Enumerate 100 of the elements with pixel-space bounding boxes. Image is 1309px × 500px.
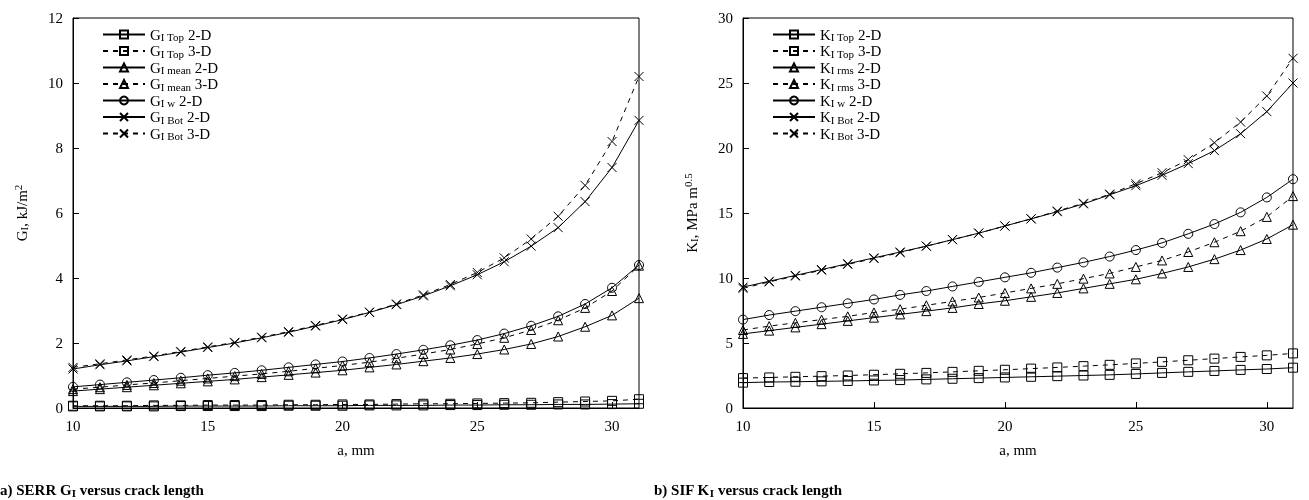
- point: [1235, 245, 1246, 256]
- point: [842, 375, 853, 386]
- point: [764, 310, 775, 321]
- point: [895, 368, 906, 379]
- legend-label: KI Top 2-D: [820, 26, 882, 43]
- point: [1209, 365, 1220, 376]
- x-tick-label: 15: [200, 417, 216, 434]
- legend-label: KI Top 3-D: [820, 43, 882, 60]
- legend-label: KI Bot 2-D: [820, 109, 881, 126]
- point: [790, 376, 801, 387]
- point: [580, 302, 591, 313]
- x-axis-title: a, mm: [337, 441, 376, 458]
- point: [999, 372, 1010, 383]
- point: [973, 292, 984, 303]
- point: [391, 349, 402, 360]
- point: [364, 352, 375, 363]
- point: [895, 289, 906, 300]
- point: [337, 365, 348, 376]
- point: [868, 307, 879, 318]
- point: [1288, 348, 1298, 359]
- point: [1130, 245, 1141, 256]
- point: [947, 366, 958, 377]
- point: [868, 294, 879, 305]
- point: [472, 349, 483, 360]
- point: [580, 299, 591, 309]
- point: [1288, 219, 1298, 230]
- point: [445, 340, 456, 351]
- point: [738, 328, 748, 339]
- point: [1209, 353, 1220, 364]
- point: [1235, 226, 1246, 237]
- point: [1288, 362, 1298, 373]
- point: [1130, 261, 1141, 272]
- point: [1026, 371, 1037, 382]
- point: [1235, 364, 1246, 375]
- point: [816, 314, 827, 325]
- text: b) SIF KI versus crack length: [654, 482, 843, 499]
- point: [764, 321, 775, 332]
- point: [445, 352, 456, 363]
- legend-label: GI Top 3-D: [150, 43, 212, 60]
- point: [607, 286, 618, 296]
- point: [1026, 267, 1037, 278]
- x-tick-label: 30: [1259, 417, 1275, 434]
- point: [1235, 207, 1246, 218]
- point: [999, 287, 1010, 298]
- point: [921, 367, 932, 378]
- point: [526, 320, 537, 331]
- y-tick-label: 12: [48, 10, 63, 26]
- point: [842, 370, 853, 381]
- point: [229, 367, 240, 378]
- point: [921, 306, 932, 317]
- point: [1078, 283, 1089, 294]
- y-tick-label: 15: [718, 205, 733, 221]
- point: [1104, 278, 1115, 289]
- point: [499, 344, 510, 355]
- point: [1130, 368, 1141, 379]
- point: [1052, 371, 1063, 382]
- point: [418, 356, 429, 367]
- y-tick-label: 30: [718, 10, 733, 26]
- point: [553, 331, 564, 342]
- legend-label: GI Top 2-D: [150, 26, 212, 43]
- point: [790, 371, 801, 382]
- point: [1261, 234, 1272, 244]
- x-tick-label: 25: [1128, 417, 1144, 434]
- y-tick-label: 8: [55, 140, 63, 156]
- x-tick-label: 20: [335, 417, 351, 434]
- point: [842, 311, 853, 322]
- y-tick-label: 10: [718, 270, 733, 286]
- point: [1157, 367, 1168, 378]
- point: [1183, 261, 1194, 272]
- point: [895, 304, 906, 315]
- point: [1209, 219, 1220, 230]
- legend-label: KI w 2-D: [820, 92, 873, 109]
- point: [580, 321, 591, 332]
- point: [999, 295, 1010, 306]
- point: [816, 376, 827, 387]
- point: [1183, 228, 1194, 239]
- point: [526, 338, 537, 349]
- point: [1209, 254, 1220, 265]
- x-axis-title: a, mm: [999, 441, 1038, 458]
- point: [1261, 192, 1272, 203]
- point: [310, 363, 321, 374]
- point: [1209, 237, 1220, 248]
- point: [973, 373, 984, 384]
- y-tick-label: 4: [55, 270, 64, 286]
- point: [1157, 237, 1168, 248]
- point: [1261, 364, 1272, 374]
- point: [738, 373, 748, 384]
- point: [1183, 366, 1194, 377]
- point: [553, 311, 564, 322]
- point: [634, 394, 644, 405]
- point: [790, 317, 801, 328]
- point: [868, 369, 879, 380]
- legend-label: GI Bot 3-D: [150, 125, 211, 142]
- text: a) SERR GI versus crack length: [0, 482, 205, 499]
- point: [310, 367, 321, 378]
- y-tick-label: 0: [725, 400, 733, 416]
- point: [418, 344, 429, 355]
- point: [947, 302, 958, 313]
- point: [868, 312, 879, 323]
- point: [1052, 287, 1063, 298]
